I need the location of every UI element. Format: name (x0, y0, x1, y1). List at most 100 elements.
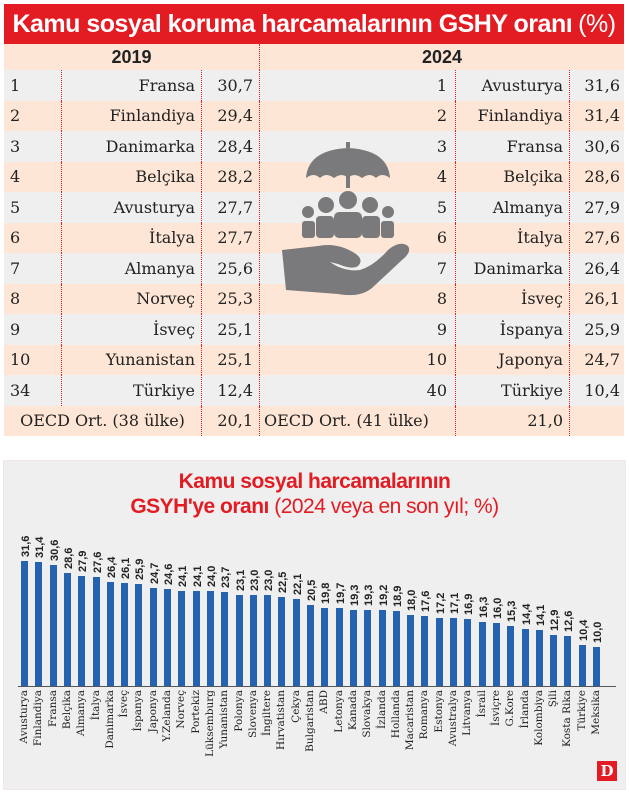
x-axis-category-label: Lüksemburg (203, 690, 216, 757)
chart-bar (149, 588, 157, 686)
bar-value-label: 19,3 (363, 584, 376, 606)
chart-bar (235, 594, 243, 686)
chart-bar (349, 609, 357, 686)
value-2024: 26,1 (584, 289, 620, 309)
rank-2024: 6 (260, 222, 456, 253)
country-2024: Japonya (456, 344, 570, 375)
bar-value-label: 23,1 (234, 569, 247, 591)
oecd-2024-label: OECD Ort. (41 ülke) (260, 405, 456, 436)
bar-value-label: 27,6 (91, 551, 104, 573)
rank-2024: 2 (260, 100, 456, 131)
bar-value-label: 10,4 (577, 619, 590, 641)
country-2024: İtalya (456, 222, 570, 253)
chart-bar (49, 565, 57, 686)
bar-value-label: 24,1 (191, 565, 204, 587)
bar-value-label: 24,0 (205, 565, 218, 588)
bar-value-label: 23,7 (220, 566, 233, 589)
country-2024: Belçika (456, 161, 570, 192)
chart-bar (278, 597, 286, 686)
rank-2024: 4 (260, 161, 456, 192)
rank-2019: 7 (4, 253, 62, 284)
x-axis-category-label: Slovenya (246, 690, 259, 738)
chart-bar (21, 561, 28, 686)
oecd-2024-empty (570, 406, 624, 437)
chart-bar (521, 629, 529, 686)
x-axis-category-label: Hollanda (389, 690, 402, 739)
chart-bar (392, 611, 400, 686)
value-2019: 25,3 (202, 283, 260, 314)
x-axis-category-label: İrlanda (518, 690, 531, 729)
x-axis-category-label: Polonya (232, 690, 245, 732)
chart-bar (264, 595, 272, 686)
country-2019: Norveç (62, 283, 202, 314)
bar-value-label: 14,1 (534, 604, 547, 627)
bar-value-label: 16,0 (491, 597, 504, 619)
country-2019: Türkiye (62, 375, 202, 406)
rank-2019: 3 (4, 131, 62, 162)
chart-bar (121, 582, 129, 686)
chart-title: Kamu sosyal harcamalarının GSYH'ye oranı… (4, 469, 625, 519)
country-2019: Belçika (62, 161, 202, 192)
x-axis-category-label: Portekiz (189, 690, 202, 734)
bar-value-label: 18,9 (391, 585, 404, 608)
x-axis-category-label: Danimarka (103, 690, 116, 749)
bar-value-label: 22,5 (277, 571, 290, 594)
chart-bar (135, 583, 143, 686)
x-axis-category-label: Yunanistan (218, 690, 231, 749)
x-axis-category-label: Letonya (332, 690, 345, 733)
bar-chart-panel: Kamu sosyal harcamalarının GSYH'ye oranı… (3, 460, 626, 790)
year-2019-header: 2019 (4, 44, 260, 70)
bar-value-label: 20,5 (306, 579, 318, 602)
umbrella-people-hand-icon (278, 142, 418, 302)
rank-2024: 8 (260, 283, 456, 314)
chart-bar (378, 610, 386, 686)
x-axis-category-label: İtalya (89, 690, 102, 721)
table-row: 34 Türkiye 12,4 40 Türkiye 10,4 (4, 375, 624, 406)
country-2024: İsveç (456, 283, 570, 314)
rank-2024: 9 (260, 314, 456, 345)
chart-bar (321, 607, 329, 686)
value-2024: 31,4 (584, 106, 620, 126)
value-2024: 31,6 (584, 75, 620, 95)
rank-2024: 5 (260, 192, 456, 223)
bar-value-label: 16,9 (463, 593, 476, 616)
x-axis-category-label: Kanada (346, 690, 359, 731)
bar-value-label: 19,2 (377, 584, 390, 607)
bar-value-label: 12,9 (549, 609, 562, 632)
chart-bar (206, 591, 214, 686)
bar-value-label: 23,0 (263, 569, 276, 592)
x-axis-category-label: Avustralya (447, 690, 459, 747)
chart-title-line2-bold: GSYH'ye oranı (130, 495, 269, 518)
oecd-2019-value: 20,1 (202, 405, 260, 436)
rank-2019: 6 (4, 222, 62, 253)
x-axis-category-label: Belçika (60, 690, 73, 730)
chart-bar (507, 625, 515, 686)
bar-value-label: 28,6 (62, 547, 75, 570)
chart-bar (464, 619, 472, 686)
bar-value-label: 17,1 (449, 593, 461, 615)
country-2024: Avusturya (456, 70, 570, 101)
x-axis-category-label: İsveç (118, 690, 131, 718)
chart-bar (435, 618, 443, 686)
chart-bar (421, 616, 429, 686)
bar-value-label: 16,3 (477, 596, 490, 618)
bar-value-label: 22,1 (291, 573, 304, 595)
rank-2024: 7 (260, 253, 456, 284)
value-2024: 27,6 (584, 228, 620, 248)
bar-value-label: 24,7 (148, 563, 161, 585)
chart-title-line2-normal: (2024 veya en son yıl; %) (274, 495, 499, 518)
x-axis-category-label: Romanya (418, 690, 431, 740)
x-axis-category-label: Slovakya (361, 690, 374, 738)
value-2019: 25,1 (202, 344, 260, 375)
bar-value-label: 25,9 (134, 558, 147, 580)
bar-value-label: 17,6 (420, 591, 433, 613)
bar-value-label: 30,6 (48, 539, 61, 562)
x-axis-category-label: Litvanya (461, 690, 474, 736)
x-axis-category-label: Y.Zelanda (161, 690, 173, 742)
chart-bar (63, 573, 71, 686)
bar-value-label: 15,3 (506, 600, 519, 622)
value-2024: 26,4 (584, 258, 620, 278)
chart-bar (178, 590, 186, 686)
value-2019: 28,2 (202, 161, 260, 192)
chart-bar (593, 646, 600, 686)
